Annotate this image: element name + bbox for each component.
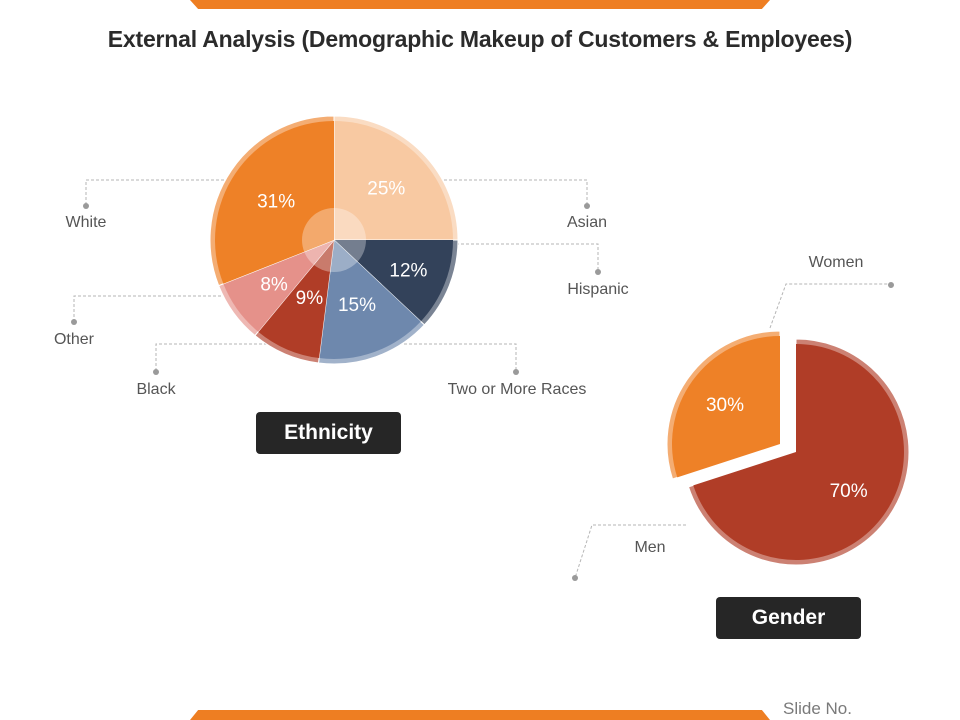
ethnicity-leader-dot-asian bbox=[584, 203, 590, 209]
ethnicity-category-labels: Asian Hispanic Two or More Races Black Other… bbox=[54, 214, 629, 398]
ethnicity-category-other: Other bbox=[54, 331, 95, 348]
gender-leader-dot-men bbox=[572, 575, 578, 581]
ethnicity-pie-chart: 25% 12% 15% 9% 8% 31% Asian Hispanic Two or Mor… bbox=[54, 115, 629, 398]
gender-leader-dot-women bbox=[888, 282, 894, 288]
gender-slice-men bbox=[693, 344, 905, 560]
slide-number: Slide No. bbox=[783, 699, 852, 718]
ethnicity-value-hispanic: 12% bbox=[389, 260, 427, 281]
ethnicity-leader-lines bbox=[71, 179, 601, 375]
ethnicity-category-white: White bbox=[66, 214, 107, 231]
ethnicity-category-black: Black bbox=[136, 381, 176, 398]
ethnicity-value-black: 9% bbox=[296, 288, 324, 309]
ethnicity-slice-other bbox=[223, 240, 334, 332]
ethnicity-slice-asian bbox=[334, 121, 453, 240]
ethnicity-value-labels: 25% 12% 15% 9% 8% 31% bbox=[257, 179, 427, 316]
gender-category-labels: Men Women bbox=[634, 254, 863, 556]
ethnicity-leader-hispanic bbox=[456, 243, 599, 272]
gender-pie-chart: 70% 30% Men Women bbox=[572, 254, 910, 581]
ethnicity-slice-white bbox=[215, 121, 334, 284]
ethnicity-slice-black bbox=[258, 240, 334, 359]
ethnicity-leader-black bbox=[155, 343, 282, 372]
ethnicity-leader-dot-white bbox=[83, 203, 89, 209]
ethnicity-category-hispanic: Hispanic bbox=[567, 281, 628, 298]
ethnicity-value-asian: 25% bbox=[367, 179, 405, 200]
gender-leader-men bbox=[574, 524, 686, 579]
ethnicity-leader-other bbox=[73, 295, 226, 322]
gender-leader-women bbox=[769, 283, 891, 329]
bottom-accent-bar bbox=[190, 710, 770, 720]
ethnicity-leader-dot-other bbox=[71, 319, 77, 325]
gender-value-women: 30% bbox=[706, 395, 744, 416]
ethnicity-leader-dot-hispanic bbox=[595, 269, 601, 275]
ethnicity-center-highlight bbox=[302, 208, 366, 272]
ethnicity-leader-white bbox=[85, 179, 224, 206]
slide-title: External Analysis (Demographic Makeup of… bbox=[107, 26, 853, 52]
gender-leader-lines bbox=[572, 282, 894, 581]
ethnicity-leader-two-or-more-races bbox=[394, 343, 517, 372]
ethnicity-category-two-or-more-races: Two or More Races bbox=[448, 381, 587, 398]
gender-slices bbox=[666, 330, 910, 566]
ethnicity-value-two-or-more-races: 15% bbox=[338, 295, 376, 316]
ethnicity-leader-asian bbox=[444, 179, 588, 206]
ethnicity-leader-dot-black bbox=[153, 369, 159, 375]
ethnicity-leader-dot-two-or-more-races bbox=[513, 369, 519, 375]
ethnicity-slice-hispanic bbox=[334, 240, 453, 322]
gender-value-men: 70% bbox=[830, 481, 868, 502]
gender-value-labels: 70% 30% bbox=[706, 395, 868, 502]
gender-slice-women bbox=[672, 336, 780, 478]
ethnicity-slice-two-or-more-races bbox=[319, 240, 421, 359]
ethnicity-category-asian: Asian bbox=[567, 214, 607, 231]
ethnicity-value-other: 8% bbox=[260, 275, 288, 296]
ethnicity-caption: Ethnicity bbox=[256, 412, 401, 454]
gender-category-men: Men bbox=[634, 539, 665, 556]
ethnicity-value-white: 31% bbox=[257, 192, 295, 213]
top-accent-bar bbox=[190, 0, 770, 9]
gender-category-women: Women bbox=[809, 254, 864, 271]
ethnicity-slices bbox=[209, 115, 459, 365]
gender-caption: Gender bbox=[716, 597, 861, 639]
